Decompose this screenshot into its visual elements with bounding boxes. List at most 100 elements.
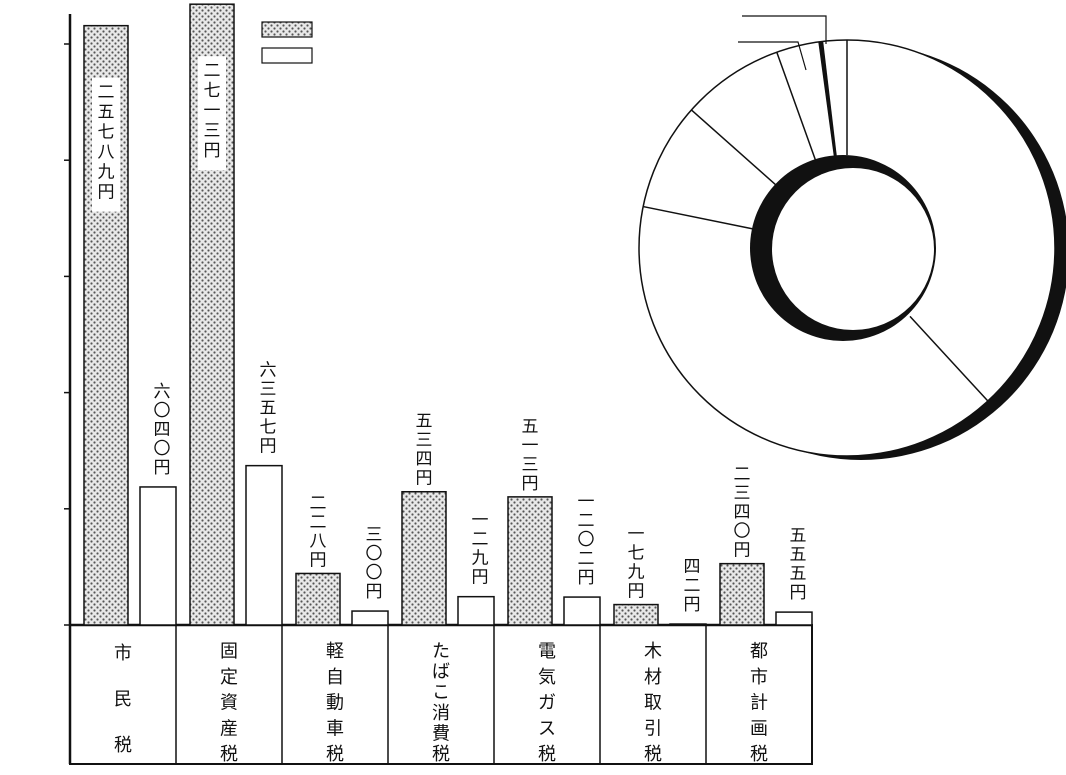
bar-value-label-char: 八 <box>98 143 115 163</box>
category-label-char: 費 <box>432 723 450 744</box>
bar-value-label-char: 円 <box>366 582 383 602</box>
legend-swatch-per-household <box>261 47 313 64</box>
bar-value-label-char: 八 <box>310 531 327 551</box>
bar-value-label-char: 九 <box>472 549 489 569</box>
category-label: 軽自動車税 <box>326 641 344 765</box>
bar-value-label-char: 三 <box>522 455 539 475</box>
category-label-char: ガ <box>538 693 556 714</box>
bar-chart: 市民税固定資産税軽自動車税たばこ消費税電気ガス税木材取引税都市計画税二五七八九円… <box>64 3 813 765</box>
bar-value-label-char: 一 <box>578 492 595 512</box>
category-label-char: 木 <box>644 641 662 662</box>
bar-value-label-char: 三 <box>734 484 751 504</box>
bar-value-label-char: 〇 <box>734 522 751 542</box>
category-label-char: 画 <box>750 718 768 739</box>
bar-label-box <box>198 56 226 171</box>
bar-value-label-char: 五 <box>416 412 433 432</box>
bar-value-label-char: 二 <box>204 61 221 81</box>
bar-value-label: 二三四〇円 <box>734 465 751 561</box>
bar-value-label-char: 三 <box>416 431 433 451</box>
bar-value-label-char: 一 <box>204 101 221 121</box>
bar-value-label-char: 三 <box>204 121 221 141</box>
bar-per-household <box>139 486 177 626</box>
bar-value-label-char: 七 <box>628 544 645 564</box>
bar-value-label-char: 六 <box>154 382 171 402</box>
pie-slice-small <box>819 41 837 156</box>
pie-slice-divider <box>690 109 778 187</box>
bar-value-label: 四二円 <box>684 557 701 615</box>
bar-value-label-char: 五 <box>790 564 807 584</box>
category-label-char: 気 <box>538 667 556 688</box>
bar-value-label-char: 〇 <box>154 401 171 421</box>
bar-value-label-char: 円 <box>628 582 645 602</box>
bar-value-label: 二二八円 <box>310 493 327 570</box>
bar-value-label-char: 七 <box>98 123 115 143</box>
category-label-char: 税 <box>750 744 768 765</box>
bar-value-label-char: 二 <box>98 83 115 103</box>
bar-value-label-char: 円 <box>734 541 751 561</box>
bar-value-label: 三〇〇円 <box>366 525 383 602</box>
category-label-char: 取 <box>644 693 662 714</box>
category-label-char: こ <box>432 682 450 703</box>
bar-value-label-char: 五 <box>522 417 539 437</box>
category-label-char: ば <box>432 662 450 683</box>
category-label: 都市計画税 <box>750 641 768 765</box>
pie-slice-divider <box>909 315 989 402</box>
category-label: たばこ消費税 <box>432 641 450 765</box>
category-label-char: 引 <box>644 718 662 739</box>
bar-value-label-char: 五 <box>790 545 807 565</box>
bar-per-person <box>507 496 553 626</box>
category-label-char: 税 <box>432 744 450 765</box>
bar-value-label-char: 七 <box>260 418 277 438</box>
pie-chart <box>638 15 1066 460</box>
bar-value-label-char: 三 <box>366 525 383 545</box>
bar-value-label-char: 二 <box>472 530 489 550</box>
bar-value-label-char: 五 <box>98 103 115 123</box>
bar-value-label: 六三五七円 <box>260 361 277 457</box>
bar-value-label-char: 〇 <box>578 530 595 550</box>
bar-per-person <box>613 603 659 626</box>
category-label-char: 電 <box>538 641 556 662</box>
category-label-char: 車 <box>326 718 344 739</box>
bar-value-label-char: 〇 <box>366 544 383 564</box>
bar-value-label-char: 円 <box>260 437 277 457</box>
bar-value-label-char: 四 <box>734 503 751 523</box>
bar-value-label: 一二九円 <box>472 511 489 588</box>
bar-value-label-char: 円 <box>472 568 489 588</box>
bar-per-person <box>719 562 765 626</box>
category-label-char: 計 <box>750 693 768 714</box>
bar-value-label-char: 二 <box>578 511 595 531</box>
bar-value-label-char: 二 <box>310 512 327 532</box>
bar-value-label: 五三四円 <box>416 412 433 489</box>
category-label-char: 市 <box>750 667 768 688</box>
bar-value-label-char: 一 <box>522 436 539 456</box>
bar-value-label: 五五五円 <box>790 526 807 603</box>
category-label-char: 税 <box>326 744 344 765</box>
bar-value-label-char: 円 <box>310 550 327 570</box>
bar-value-label-char: 五 <box>790 526 807 546</box>
bar-value-label-char: 七 <box>204 81 221 101</box>
category-label-char: 自 <box>326 667 344 688</box>
bar-value-label-char: 一 <box>628 525 645 545</box>
bar-value-label-char: 二 <box>310 493 327 513</box>
legend-swatch-per-person <box>261 21 313 38</box>
bar-value-label: 一七九円 <box>628 525 645 602</box>
bar-per-household <box>457 595 495 626</box>
bar-per-person <box>295 572 341 626</box>
bar-value-label-char: 九 <box>98 163 115 183</box>
bar-value-label-char: 円 <box>98 183 115 203</box>
bar-value-label-char: 円 <box>154 458 171 478</box>
pie-slice-divider <box>643 205 757 231</box>
bar-value-label: 二七一三円 <box>204 61 221 161</box>
bar-value-label-char: 円 <box>684 595 701 615</box>
category-label: 木材取引税 <box>644 641 662 765</box>
category-label: 市民税 <box>114 643 132 756</box>
pie-center-hole <box>772 168 934 330</box>
category-label-char: 消 <box>432 703 450 724</box>
bar-value-label-char: 二 <box>734 465 751 485</box>
bar-value-label-char: 四 <box>154 420 171 440</box>
bar-value-label: 六〇四〇円 <box>154 382 171 478</box>
category-label-char: 資 <box>220 693 238 714</box>
bar-value-label-char: 円 <box>204 141 221 161</box>
